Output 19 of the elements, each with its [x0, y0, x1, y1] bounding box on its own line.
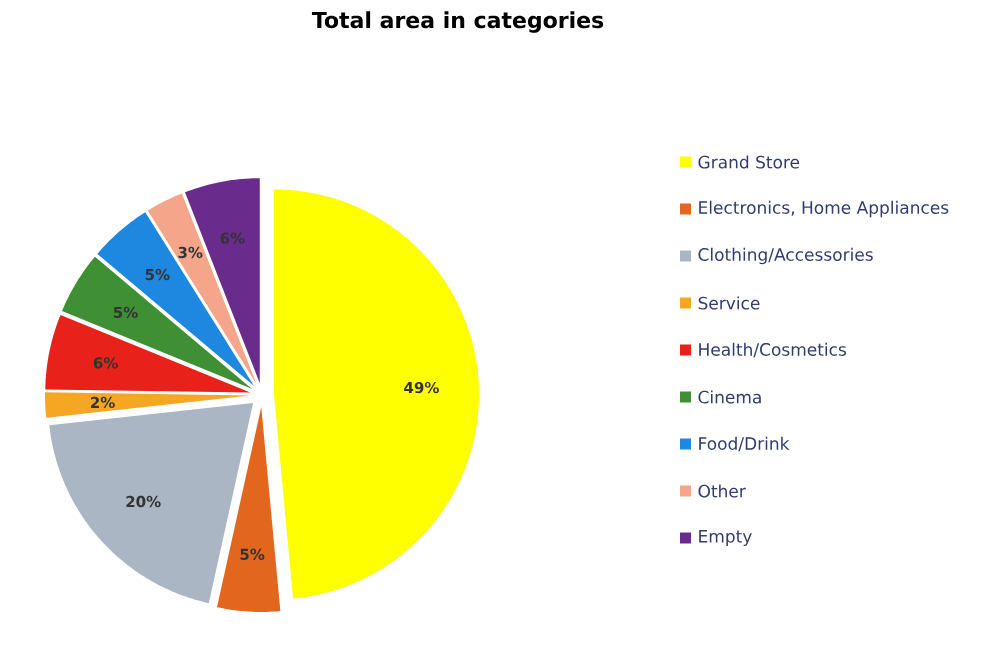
data-label: 20%	[126, 495, 161, 508]
data-label: 5%	[240, 548, 265, 560]
legend-label: Health/Cosmetics	[699, 342, 847, 358]
legend-label: Electronics, Home Appliances	[699, 200, 949, 218]
legend-label: Grand Store	[698, 155, 800, 169]
legend-label: Service	[698, 296, 760, 310]
data-label: 6%	[220, 232, 245, 244]
chart-title: Total area in categories	[311, 11, 604, 33]
data-label: 2%	[91, 396, 115, 409]
legend-label: Empty	[699, 530, 752, 546]
data-label: 5%	[113, 306, 138, 319]
legend-label: Clothing/Accessories	[698, 247, 873, 265]
data-label: 6%	[93, 357, 118, 369]
legend-label: Other	[698, 484, 746, 498]
legend-label: Cinema	[698, 390, 761, 404]
data-label: 49%	[404, 381, 439, 394]
legend-label: Food/Drink	[699, 436, 790, 452]
data-label: 5%	[145, 268, 170, 281]
data-label: 3%	[178, 246, 203, 259]
